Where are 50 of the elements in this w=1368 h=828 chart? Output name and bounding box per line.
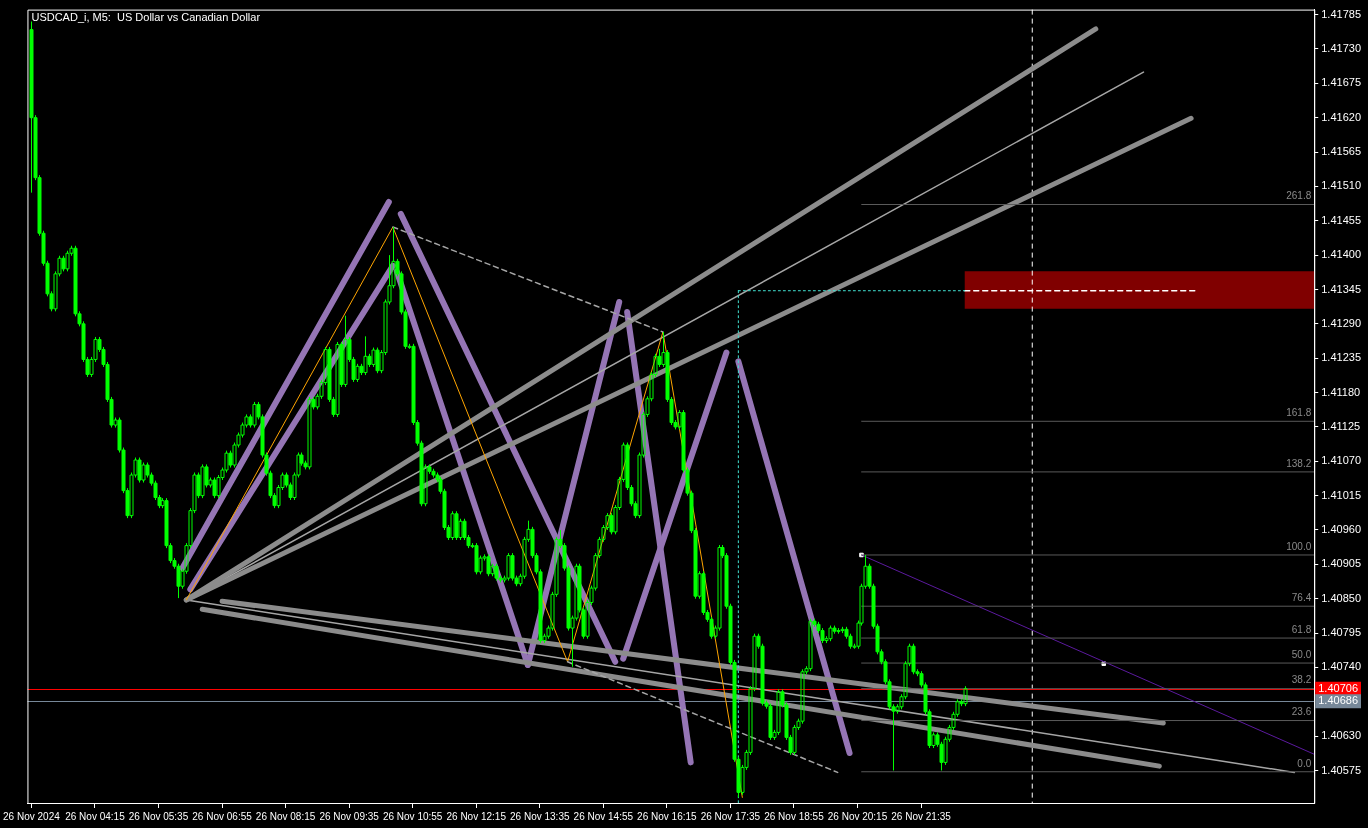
x-tick-label: 26 Nov 04:15 xyxy=(65,810,126,822)
series-label: 50.0 xyxy=(1291,648,1312,660)
y-tick-label: 1.41785 xyxy=(1321,7,1361,20)
x-tick-label: 26 Nov 16:15 xyxy=(637,810,698,822)
series-label: 38.2 xyxy=(1291,674,1312,686)
chart-title: USDCAD_i, M5: US Dollar vs Canadian Dollar xyxy=(31,11,261,24)
y-tick-label: 1.41180 xyxy=(1321,385,1361,398)
x-tick-label: 26 Nov 21:35 xyxy=(891,810,952,822)
ref-line-label: 1.40686 xyxy=(1318,694,1358,707)
y-tick-label: 1.41235 xyxy=(1321,351,1361,364)
series-label: 23.6 xyxy=(1291,706,1312,718)
series-label: 0.0 xyxy=(1297,757,1312,769)
series-label: 161.8 xyxy=(1286,407,1312,419)
y-tick-label: 1.40630 xyxy=(1321,729,1361,742)
y-tick-label: 1.41510 xyxy=(1321,179,1361,192)
y-tick-label: 1.40740 xyxy=(1321,660,1361,673)
x-tick-label: 26 Nov 17:35 xyxy=(700,810,761,822)
y-tick-label: 1.41125 xyxy=(1321,419,1361,432)
y-tick-label: 1.41620 xyxy=(1321,110,1361,123)
y-tick-label: 1.41455 xyxy=(1321,213,1361,226)
series-label: 61.8 xyxy=(1291,623,1312,635)
x-tick-label: 26 Nov 06:55 xyxy=(192,810,253,822)
x-tick-label: 26 Nov 20:15 xyxy=(827,810,888,822)
x-tick-label: 26 Nov 14:55 xyxy=(573,810,634,822)
y-tick-label: 1.41290 xyxy=(1321,316,1361,329)
x-tick-label: 26 Nov 2024 xyxy=(3,810,61,822)
series-label: 76.4 xyxy=(1291,591,1312,603)
x-tick-label: 26 Nov 09:35 xyxy=(319,810,380,822)
y-tick-label: 1.40960 xyxy=(1321,523,1361,536)
y-tick-label: 1.40850 xyxy=(1321,591,1361,604)
series-label: 261.8 xyxy=(1286,190,1312,202)
y-tick-label: 1.41345 xyxy=(1321,282,1361,295)
ref-line-label: 1.40706 xyxy=(1318,681,1358,694)
x-tick-label: 26 Nov 13:35 xyxy=(510,810,570,822)
x-tick-label: 26 Nov 05:35 xyxy=(128,810,189,822)
y-tick-label: 1.41015 xyxy=(1321,488,1361,501)
y-tick-label: 1.40905 xyxy=(1321,557,1361,570)
x-tick-label: 26 Nov 18:55 xyxy=(764,810,825,822)
y-tick-label: 1.40795 xyxy=(1321,626,1361,639)
y-tick-label: 1.41565 xyxy=(1321,145,1361,158)
x-tick-label: 26 Nov 10:55 xyxy=(382,810,443,822)
x-tick-label: 26 Nov 12:15 xyxy=(446,810,507,822)
y-tick-label: 1.41730 xyxy=(1321,41,1361,54)
y-tick-label: 1.41400 xyxy=(1321,248,1361,261)
y-tick-label: 1.40575 xyxy=(1321,763,1361,776)
series-label: 100.0 xyxy=(1286,540,1312,552)
series-label: 138.2 xyxy=(1286,457,1312,469)
x-tick-label: 26 Nov 08:15 xyxy=(255,810,316,822)
y-tick-label: 1.41675 xyxy=(1321,76,1361,89)
y-tick-label: 1.41070 xyxy=(1321,454,1361,467)
